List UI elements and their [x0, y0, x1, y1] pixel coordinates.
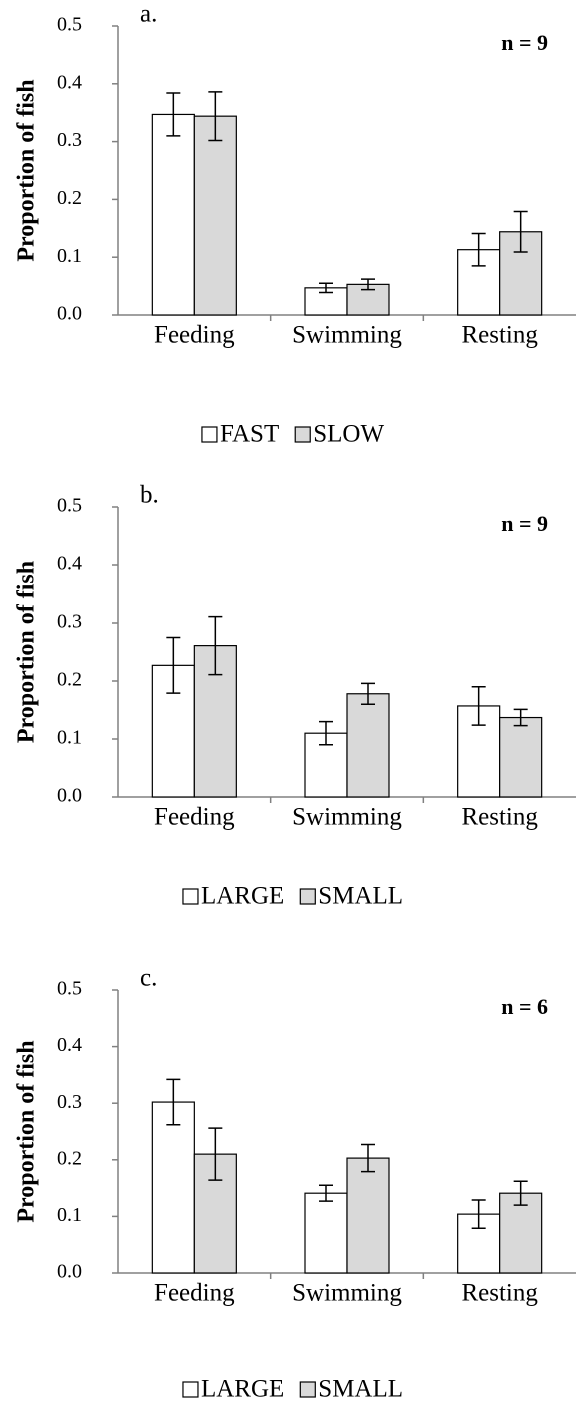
error-bar	[471, 1199, 486, 1230]
error-bar	[208, 615, 223, 676]
y-axis-label: Proportion of fish	[14, 1040, 40, 1222]
y-tick-label: 0.1	[57, 245, 82, 267]
panel-label: c.	[140, 965, 157, 992]
legend: LARGE SMALL	[182, 1376, 403, 1403]
legend: FAST SLOW	[201, 421, 384, 448]
y-axis-label: Proportion of fish	[14, 79, 40, 261]
y-tick-label: 0.4	[57, 71, 82, 93]
bar	[304, 1192, 348, 1274]
error-bar	[319, 282, 333, 294]
bar	[193, 115, 237, 316]
x-tick-label: Feeding	[154, 1280, 235, 1307]
bar	[499, 716, 543, 798]
bar	[304, 287, 348, 316]
annotation: n = 6	[501, 994, 548, 1019]
error-bar	[166, 1078, 181, 1126]
legend-label: SMALL	[318, 883, 403, 910]
error-bar	[166, 636, 181, 694]
legend-label: LARGE	[201, 1376, 284, 1403]
y-tick-label: 0.0	[57, 1261, 82, 1283]
x-tick-label: Swimming	[292, 804, 402, 831]
error-bar	[513, 210, 528, 253]
error-bar	[361, 278, 375, 291]
legend-label: SLOW	[313, 421, 384, 448]
legend-label: SMALL	[318, 1376, 403, 1403]
x-tick-label: Resting	[461, 322, 538, 349]
error-bar	[513, 708, 528, 727]
y-tick-label: 0.3	[57, 611, 82, 633]
y-tick-label: 0.4	[57, 553, 82, 575]
error-bar	[471, 232, 486, 267]
annotation: n = 9	[501, 30, 548, 55]
annotation: n = 9	[501, 511, 548, 536]
panel-label: b.	[140, 482, 159, 509]
bar	[346, 1157, 390, 1274]
y-tick-label: 0.4	[57, 1034, 82, 1056]
y-tick-label: 0.2	[57, 187, 82, 209]
y-tick-label: 0.2	[57, 1147, 82, 1169]
y-tick-label: 0.1	[57, 1204, 82, 1226]
error-bar	[208, 1127, 223, 1181]
error-bar	[513, 1180, 528, 1206]
legend: LARGE SMALL	[182, 883, 403, 910]
error-bar	[361, 682, 375, 705]
panel-label: a.	[140, 1, 157, 28]
legend-label: FAST	[220, 421, 279, 448]
x-tick-label: Resting	[461, 804, 538, 831]
legend-label: LARGE	[201, 883, 284, 910]
legend-swatch	[182, 888, 199, 905]
x-tick-label: Swimming	[292, 1280, 402, 1307]
error-bar	[166, 92, 181, 137]
x-tick-label: Swimming	[292, 322, 402, 349]
bar	[499, 1192, 543, 1274]
bar	[151, 1101, 195, 1274]
bar	[457, 249, 501, 316]
legend-swatch	[201, 426, 218, 443]
legend-swatch	[299, 1381, 316, 1398]
error-bar	[208, 91, 223, 142]
x-tick-label: Feeding	[154, 322, 235, 349]
y-axis-label: Proportion of fish	[14, 561, 40, 743]
y-tick-label: 0.5	[57, 978, 82, 1000]
error-bar	[361, 1143, 375, 1173]
y-tick-label: 0.3	[57, 1091, 82, 1113]
y-tick-label: 0.5	[57, 14, 82, 36]
y-tick-label: 0.2	[57, 669, 82, 691]
y-tick-label: 0.3	[57, 129, 82, 151]
y-tick-label: 0.0	[57, 303, 82, 325]
y-tick-label: 0.5	[57, 495, 82, 517]
bar	[151, 113, 195, 316]
bar	[346, 693, 390, 798]
y-tick-label: 0.0	[57, 785, 82, 807]
error-bar	[319, 1184, 333, 1202]
error-bar	[319, 720, 333, 746]
x-tick-label: Resting	[461, 1280, 538, 1307]
legend-swatch	[294, 426, 311, 443]
legend-swatch	[299, 888, 316, 905]
error-bar	[471, 686, 486, 726]
x-tick-label: Feeding	[154, 804, 235, 831]
legend-swatch	[182, 1381, 199, 1398]
y-tick-label: 0.1	[57, 727, 82, 749]
